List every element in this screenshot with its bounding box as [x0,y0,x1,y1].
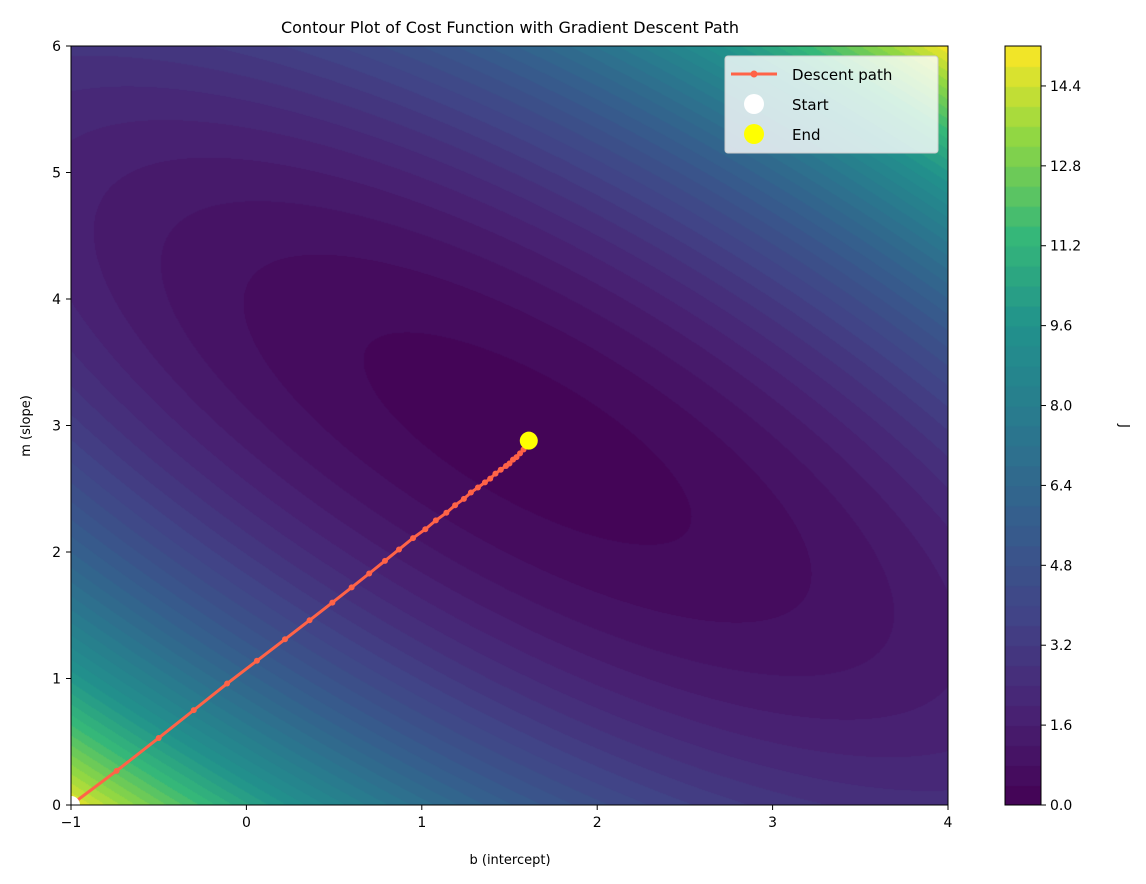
descent-path-point [253,657,260,664]
y-axis-label: m (slope) [19,395,34,457]
descent-path-point [492,470,499,477]
descent-path-point [306,617,313,624]
descent-path-point [281,636,288,643]
descent-path-point [224,680,231,687]
descent-path-point [443,509,450,516]
plot-frame [70,45,949,806]
legend: Descent path Start End [724,55,939,154]
legend-label-end: End [792,126,821,144]
descent-path-point [474,484,481,491]
colorbar-tick-label: 6.4 [1050,478,1072,494]
colorbar-tick-label: 9.6 [1050,319,1072,335]
descent-path-point [460,495,467,502]
y-tick-label: 5 [52,166,61,182]
y-tick-label: 3 [52,419,61,435]
x-tick-label: 4 [944,815,953,831]
x-axis-ticks: −1 0 1 2 3 4 [61,805,953,831]
descent-path-point [497,466,504,473]
x-tick-label: 1 [417,815,426,831]
colorbar-frame [1004,45,1042,806]
colorbar-tick-label: 3.2 [1050,638,1072,654]
x-tick-label: 0 [242,815,251,831]
colorbar-tick-label: 11.2 [1050,239,1081,255]
legend-box [724,55,939,154]
descent-path-point [155,734,162,741]
descent-path-point [329,599,336,606]
legend-path-marker [750,70,758,78]
descent-path-point [481,479,488,486]
y-tick-label: 0 [52,798,61,814]
x-tick-label: 3 [768,815,777,831]
y-tick-label: 4 [52,292,61,308]
legend-label-start: Start [792,96,829,114]
y-tick-label: 6 [52,39,61,55]
descent-path-point [517,450,524,457]
colorbar-tick-label: 0.0 [1050,798,1072,814]
descent-path-point [506,460,513,467]
descent-path-point [432,517,439,524]
descent-path-point [113,767,120,774]
colorbar-tick-label: 12.8 [1050,159,1081,175]
descent-path-point [452,502,459,509]
colorbar-tick-label: 8.0 [1050,399,1072,415]
descent-path-point [513,454,520,461]
colorbar-tick-label: 1.6 [1050,718,1072,734]
legend-end-marker [744,124,764,144]
descent-path-point [348,584,355,591]
descent-path-layer [62,431,538,814]
chart-title: Contour Plot of Cost Function with Gradi… [281,18,739,37]
colorbar-tick-label: 14.4 [1050,79,1081,95]
x-axis-label: b (intercept) [469,853,550,868]
colorbar-fill [1005,46,1041,805]
end-marker [519,431,538,450]
colorbar-ticks: 0.0 1.6 3.2 4.8 6.4 8.0 9.6 11.2 12.8 14.4 [1041,79,1081,814]
descent-path-point [190,707,197,714]
y-tick-label: 1 [52,672,61,688]
y-axis-ticks: 0 1 2 3 4 5 6 [52,39,71,814]
colorbar-tick-label: 4.8 [1050,558,1072,574]
legend-start-marker [744,94,764,114]
descent-path-point [422,526,429,533]
colorbar-label: J [1116,423,1131,428]
descent-path-line [70,440,531,807]
descent-path-point [410,535,417,542]
x-tick-label: −1 [61,815,82,831]
legend-label-descent: Descent path [792,66,892,84]
descent-path-point [487,475,494,482]
y-tick-label: 2 [52,545,61,561]
descent-path-point [467,489,474,496]
contour-fill [71,46,948,805]
descent-path-point [381,557,388,564]
descent-path-point [395,546,402,553]
x-tick-label: 2 [593,815,602,831]
descent-path-point [366,570,373,577]
